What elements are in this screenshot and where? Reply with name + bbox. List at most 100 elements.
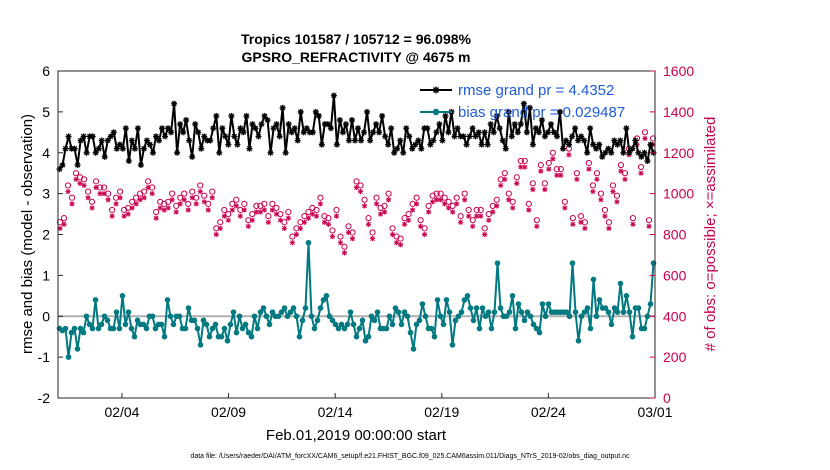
bias-point — [83, 313, 90, 320]
chart-title: Tropics 101587 / 105712 = 96.098% — [241, 31, 472, 47]
bias-point — [392, 305, 399, 311]
obs-assimilated-point — [450, 209, 456, 215]
bias-point — [278, 309, 285, 315]
bias-point — [542, 313, 549, 320]
rmse-point — [599, 153, 606, 160]
rmse-point — [572, 125, 579, 132]
obs-assimilated-point — [618, 168, 624, 174]
obs-assimilated-point — [265, 219, 271, 225]
bias-point — [575, 337, 582, 344]
obs-possible-point — [64, 182, 72, 189]
rmse-point — [409, 145, 416, 152]
bias-point — [410, 346, 417, 352]
obs-assimilated-point — [522, 164, 528, 170]
obs-possible-point — [461, 190, 468, 197]
obs-assimilated-point — [281, 225, 287, 231]
bias-point — [101, 313, 108, 320]
bias-point — [338, 321, 345, 328]
obs-possible-point — [413, 194, 420, 201]
bias-point — [623, 293, 630, 299]
obs-assimilated-point — [177, 201, 183, 207]
bias-point — [497, 305, 504, 311]
bias-point — [419, 301, 426, 307]
rmse-point — [475, 129, 482, 136]
bias-point — [125, 309, 132, 315]
obs-assimilated-point — [458, 219, 464, 225]
obs-possible-point — [197, 182, 204, 189]
obs-assimilated-point — [430, 199, 436, 205]
obs-possible-point — [201, 192, 208, 199]
rmse-point — [490, 129, 497, 136]
obs-assimilated-point — [582, 225, 588, 231]
rmse-point — [638, 153, 645, 160]
obs-assimilated-point — [89, 205, 95, 211]
obs-assimilated-point — [418, 223, 424, 229]
rmse-point — [273, 121, 280, 128]
rmse-point — [95, 145, 102, 152]
rmse-point — [71, 145, 78, 152]
obs-possible-point — [381, 202, 388, 209]
rmse-point — [348, 117, 355, 124]
obs-assimilated-point — [578, 219, 584, 225]
rmse-point — [119, 145, 126, 152]
rmse-point — [300, 129, 307, 136]
rmse-point — [514, 129, 521, 136]
bias-point — [308, 313, 315, 320]
bias-point — [323, 293, 330, 299]
obs-possible-point — [405, 210, 412, 218]
obs-assimilated-point — [125, 211, 131, 217]
chart-subtitle: GPSRO_REFRACTIVITY @ 4675 m — [242, 49, 471, 65]
y-right-tick-label: 400 — [663, 308, 687, 324]
obs-possible-point — [221, 206, 228, 214]
obs-possible-point — [617, 161, 625, 169]
bias-point — [533, 325, 540, 332]
rmse-point — [397, 137, 404, 144]
obs-possible-point — [593, 170, 601, 177]
bias-point — [365, 333, 372, 340]
obs-assimilated-point — [261, 207, 267, 213]
bias-point — [647, 301, 654, 307]
obs-assimilated-point — [414, 201, 420, 207]
rmse-point — [436, 121, 443, 128]
rmse-point — [134, 125, 141, 132]
rmse-point — [92, 149, 99, 156]
obs-assimilated-point — [317, 201, 324, 207]
bias-point — [170, 321, 177, 328]
rmse-point — [285, 121, 292, 128]
rmse-point — [385, 141, 392, 148]
obs-assimilated-point — [462, 197, 468, 203]
obs-possible-point — [505, 190, 512, 197]
bias-point — [293, 313, 300, 320]
rmse-point — [614, 141, 621, 148]
obs-assimilated-point — [574, 176, 580, 182]
obs-assimilated-point — [349, 235, 356, 242]
rmse-point — [560, 145, 567, 152]
legend-rmse-marker — [432, 86, 440, 94]
rmse-point — [584, 149, 591, 156]
bias-point — [404, 313, 411, 320]
rmse-point — [569, 133, 576, 140]
left-axis-ticks: -2 -1 0 1 2 3 4 5 6 — [38, 63, 63, 406]
bias-point — [158, 321, 165, 328]
bias-point — [458, 309, 465, 315]
obs-assimilated-point — [329, 233, 336, 240]
obs-assimilated-point — [454, 201, 460, 207]
bias-point — [527, 313, 534, 320]
bias-point — [224, 337, 231, 344]
obs-assimilated-point — [333, 213, 340, 219]
bias-point — [206, 333, 213, 340]
bias-point — [209, 325, 216, 332]
rmse-point — [309, 129, 316, 136]
obs-possible-point — [145, 178, 152, 185]
bias-point — [608, 321, 615, 328]
obs-assimilated-point — [293, 231, 299, 238]
bias-point — [218, 333, 225, 340]
obs-assimilated-point — [389, 231, 396, 238]
obs-possible-point — [437, 190, 444, 197]
obs-possible-point — [337, 233, 344, 240]
obs-possible-point — [365, 215, 372, 222]
bias-point — [626, 309, 633, 315]
obs-assimilated-point — [514, 180, 520, 187]
rmse-point — [508, 133, 515, 140]
obs-assimilated-point — [490, 209, 496, 215]
